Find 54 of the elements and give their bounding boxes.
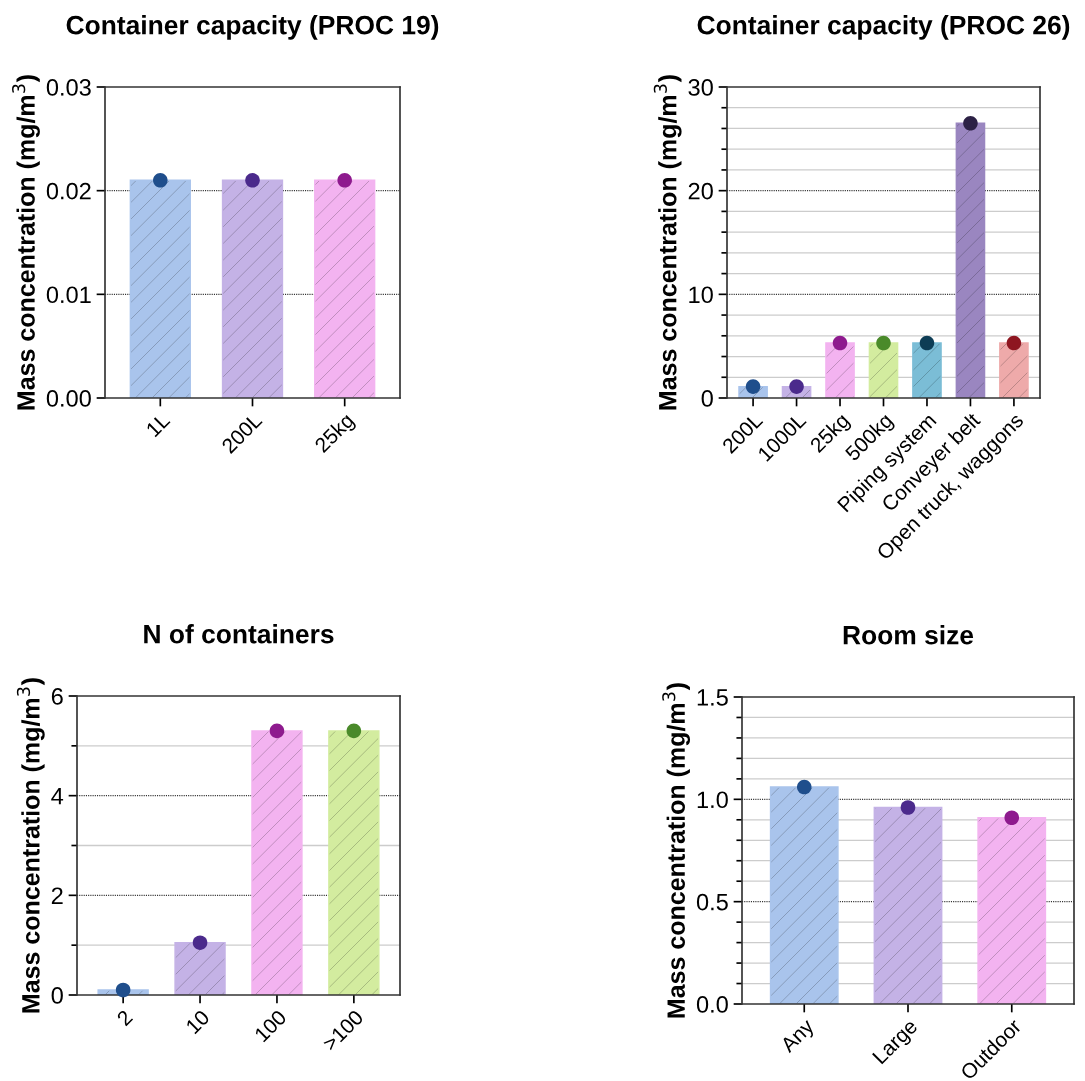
x-tick-label: 100: [253, 1009, 288, 1043]
point: [963, 116, 978, 131]
bar: [912, 342, 942, 398]
bar: [251, 730, 303, 995]
chart-title: Container capacity (PROC 19): [66, 15, 439, 40]
bar: [955, 122, 986, 398]
bar: [825, 342, 855, 398]
point: [789, 379, 804, 394]
point: [115, 982, 131, 998]
bar: [977, 817, 1047, 1004]
y-axis-title: Mass concentration (mg/m$^{3}$): [662, 683, 691, 1018]
y-tick-label: 0.03: [46, 79, 91, 96]
y-axis-title: Mass concentration (mg/m$^{3}$): [16, 678, 45, 1013]
point: [745, 379, 761, 394]
point: [192, 935, 208, 950]
point: [269, 723, 285, 739]
y-tick-label: 0.00: [46, 390, 91, 407]
bar: [868, 342, 899, 398]
y-tick-label: 6: [51, 688, 63, 705]
bar: [769, 786, 839, 1004]
y-tick-label: 30: [688, 79, 713, 96]
point: [919, 335, 935, 351]
y-tick-label: 4: [51, 787, 64, 805]
y-tick-label: 0.5: [696, 893, 728, 911]
point: [900, 800, 916, 815]
y-tick-label: 1.0: [697, 791, 728, 809]
x-tick-label: 2: [116, 1009, 134, 1027]
point: [832, 335, 848, 351]
y-axis-title: Mass concentration (mg/m$^{3}$): [653, 75, 682, 410]
y-tick-label: 10: [689, 286, 713, 304]
x-tick-label: Any: [779, 1017, 818, 1057]
y-tick-label: 0: [51, 987, 63, 1004]
y-tick-label: 0.0: [696, 996, 728, 1013]
point: [1004, 810, 1020, 826]
point: [796, 779, 812, 795]
point: [346, 723, 362, 739]
x-tick-label: 1L: [145, 412, 171, 438]
y-tick-label: 2: [51, 887, 63, 904]
y-tick-label: 0.01: [46, 286, 91, 304]
x-tick-label: 10: [185, 1009, 211, 1035]
y-axis-title: Mass concentration (mg/m$^{3}$): [12, 75, 40, 410]
bar: [999, 342, 1029, 398]
point: [876, 335, 891, 351]
bar: [174, 941, 226, 995]
bar: [328, 730, 380, 995]
chart-title: Container capacity (PROC 26): [697, 15, 1070, 40]
point: [1006, 335, 1022, 351]
y-tick-label: 0.02: [46, 182, 91, 200]
chart-title: N of containers: [144, 624, 334, 644]
y-tick-label: 20: [688, 182, 713, 200]
bar: [873, 806, 943, 1004]
y-tick-label: 1.5: [697, 689, 728, 706]
y-tick-label: 0: [701, 390, 713, 407]
chart-title: Room size: [843, 625, 974, 645]
